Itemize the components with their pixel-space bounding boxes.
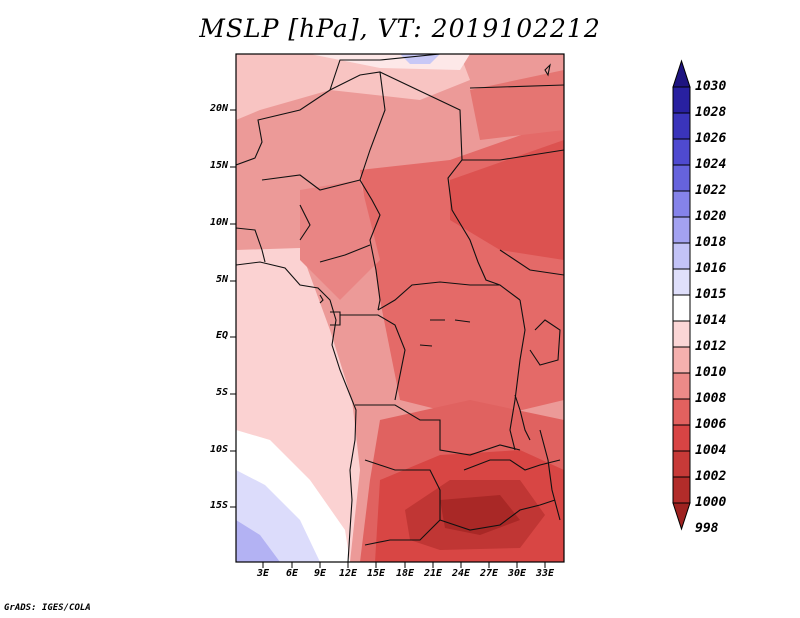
lon-tick-label: 12E: [338, 568, 358, 579]
colorbar: [672, 59, 691, 531]
lat-tick-label: 5N: [215, 274, 228, 285]
grads-credit: GrADS: IGES/COLA: [4, 603, 91, 613]
colorbar-label: 1030: [695, 79, 727, 94]
colorbar-segment: [672, 320, 691, 348]
lat-tick-label: 5S: [215, 387, 228, 398]
lon-tick-label: 9E: [313, 568, 327, 579]
longitude-ticks: [262, 562, 546, 568]
lon-tick-label: 24E: [451, 568, 471, 579]
colorbar-label: 1026: [695, 131, 727, 146]
colorbar-label: 1016: [695, 261, 727, 276]
colorbar-segment: [672, 138, 691, 166]
colorbar-segment: [672, 346, 691, 374]
colorbar-label: 1008: [695, 391, 727, 406]
latitude-ticks: [230, 109, 236, 508]
colorbar-label: 1015: [695, 287, 727, 302]
colorbar-label: 1006: [695, 417, 727, 432]
colorbar-segment: [672, 424, 691, 452]
lon-tick-label: 6E: [285, 568, 299, 579]
colorbar-segment: [672, 86, 691, 114]
lat-tick-label: 15N: [209, 160, 228, 171]
colorbar-label: 1004: [695, 443, 727, 458]
colorbar-label: 1022: [695, 183, 727, 198]
colorbar-segment: [672, 372, 691, 400]
colorbar-segment: [672, 450, 691, 478]
colorbar-label: 1012: [695, 339, 727, 354]
colorbar-segment: [672, 242, 691, 270]
colorbar-label: 998: [695, 521, 719, 536]
lon-tick-label: 33E: [535, 568, 555, 579]
lat-tick-label: EQ: [215, 330, 228, 341]
colorbar-segment: [672, 216, 691, 244]
colorbar-label: 1024: [695, 157, 727, 172]
colorbar-segment: [672, 190, 691, 218]
colorbar-segment: [672, 398, 691, 426]
lon-tick-label: 18E: [395, 568, 415, 579]
colorbar-bottom-arrow: [672, 502, 691, 531]
lon-tick-label: 3E: [256, 568, 270, 579]
colorbar-label: 1020: [695, 209, 727, 224]
lon-tick-label: 15E: [366, 568, 386, 579]
colorbar-label: 1018: [695, 235, 727, 250]
lat-tick-label: 15S: [209, 500, 228, 511]
lat-tick-label: 10N: [209, 217, 228, 228]
colorbar-label: 1028: [695, 105, 727, 120]
colorbar-segment: [672, 112, 691, 140]
colorbar-segment: [672, 476, 691, 504]
chart-title: MSLP [hPa], VT: 2019102212: [199, 14, 601, 43]
colorbar-segment: [672, 164, 691, 192]
colorbar-label: 1014: [695, 313, 727, 328]
lon-tick-label: 30E: [507, 568, 527, 579]
colorbar-segment: [672, 268, 691, 296]
colorbar-segment: [672, 294, 691, 322]
colorbar-label: 1002: [695, 469, 727, 484]
colorbar-top-arrow: [672, 59, 691, 88]
lat-tick-label: 20N: [209, 103, 228, 114]
colorbar-label: 1000: [695, 495, 727, 510]
map-frame: [235, 53, 565, 563]
country-borders: [236, 54, 564, 562]
lat-tick-label: 10S: [209, 444, 228, 455]
lon-tick-label: 21E: [423, 568, 443, 579]
colorbar-label: 1010: [695, 365, 727, 380]
lon-tick-label: 27E: [479, 568, 499, 579]
pressure-field: [236, 54, 564, 562]
